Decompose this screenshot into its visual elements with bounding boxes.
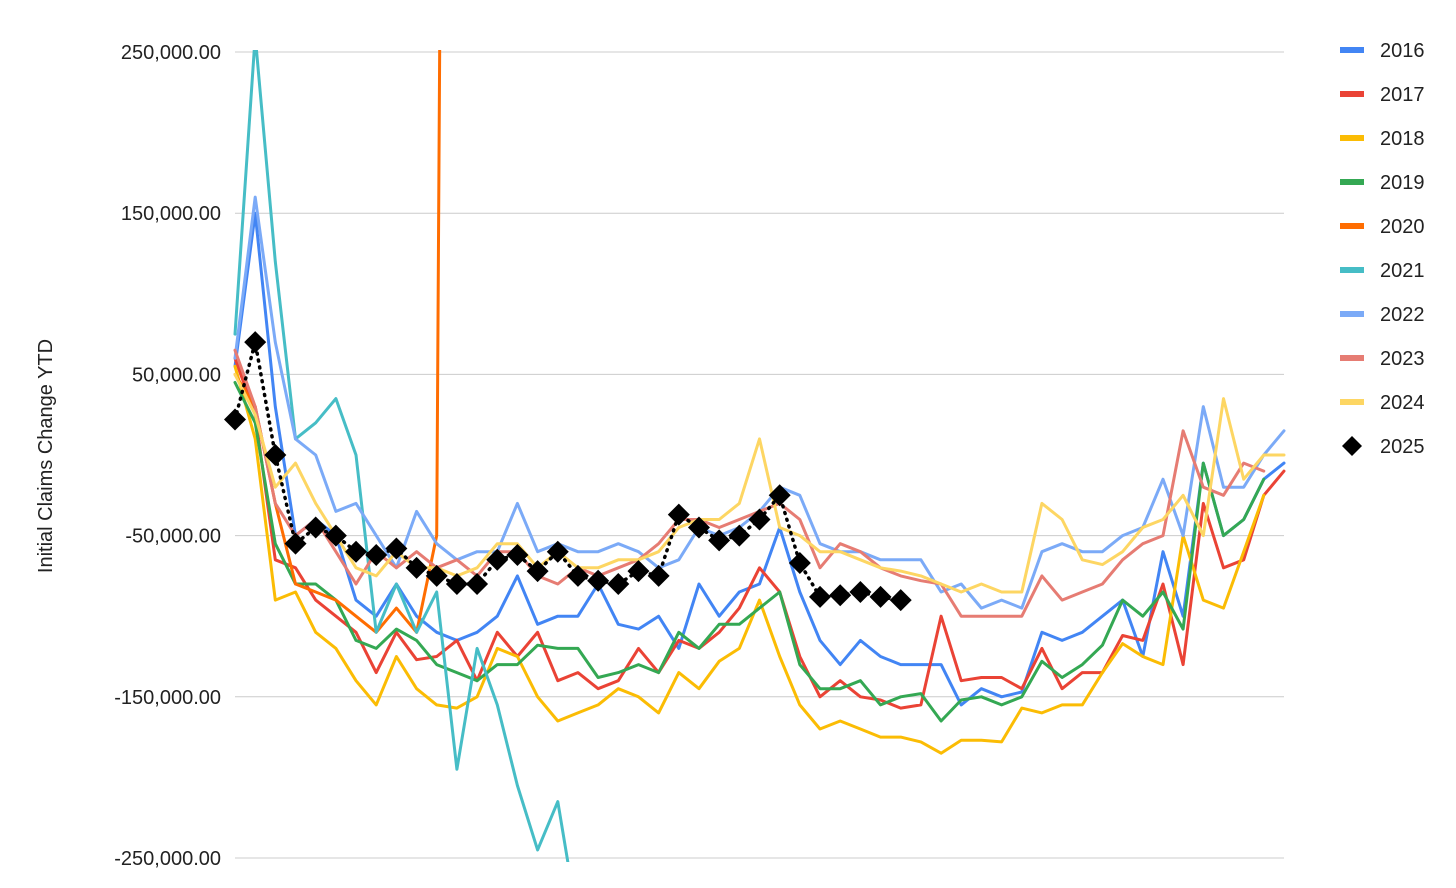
data-point-2025 [466, 572, 489, 595]
y-tick-label: -150,000.00 [114, 687, 221, 709]
data-point-2025 [687, 516, 710, 539]
data-point-2025 [324, 524, 347, 547]
data-point-2025 [869, 585, 892, 608]
data-point-2025 [829, 584, 852, 607]
data-point-2025 [385, 537, 408, 560]
data-point-2025 [849, 581, 872, 604]
series-line-2016 [233, 211, 1286, 707]
legend-label-2016: 2016 [1380, 40, 1425, 62]
data-point-2025 [768, 484, 791, 507]
legend-label-2018: 2018 [1380, 128, 1425, 150]
series-line-2017 [233, 356, 1286, 710]
series-line-2023 [233, 348, 1266, 618]
legend-label-2019: 2019 [1380, 172, 1425, 194]
data-point-2025 [748, 508, 771, 531]
data-point-2025 [607, 572, 630, 595]
legend-swatch-2021 [1340, 267, 1364, 273]
legend-label-2024: 2024 [1380, 392, 1425, 414]
legend-swatch-2022 [1340, 311, 1364, 317]
data-point-2025 [566, 564, 589, 587]
data-point-2025 [667, 503, 690, 526]
data-point-2025 [546, 540, 569, 563]
data-point-2025 [587, 569, 610, 592]
series-markers [224, 331, 912, 612]
data-point-2025 [889, 589, 912, 612]
series-line-2018 [233, 364, 1266, 755]
y-tick-label: -250,000.00 [114, 848, 221, 870]
data-point-2025 [486, 548, 509, 571]
data-point-2025 [445, 572, 468, 595]
series-line-2021 [233, 50, 570, 862]
legend-label-2025: 2025 [1380, 436, 1425, 458]
legend-label-2021: 2021 [1380, 260, 1425, 282]
legend: 2016 2017 2018 2019 2020 2021 2022 2023 2024 2025 [1340, 40, 1425, 458]
y-tick-label: 150,000.00 [121, 203, 221, 225]
data-point-2025 [264, 444, 287, 466]
legend-swatch-2018 [1340, 135, 1364, 141]
data-point-2025 [728, 524, 751, 547]
legend-swatch-2019 [1340, 179, 1364, 185]
data-point-2025 [425, 564, 448, 587]
data-point-2025 [224, 408, 246, 431]
data-point-2025 [506, 543, 529, 566]
y-tick-label: 250,000.00 [121, 42, 221, 64]
series-lines [233, 50, 1286, 862]
y-tick-label: -50,000.00 [125, 526, 221, 548]
legend-marker-2025 [1342, 436, 1362, 456]
legend-swatch-2017 [1340, 91, 1364, 97]
legend-label-2020: 2020 [1380, 216, 1425, 238]
y-tick-label: 50,000.00 [132, 364, 221, 386]
data-point-2025 [627, 560, 650, 583]
legend-swatch-2023 [1340, 355, 1364, 361]
series-line-2019 [233, 381, 1266, 723]
data-point-2025 [284, 532, 307, 555]
data-point-2025 [244, 331, 267, 354]
data-point-2025 [647, 564, 670, 587]
data-point-2025 [788, 552, 811, 575]
data-point-2025 [405, 556, 428, 579]
legend-label-2017: 2017 [1380, 84, 1425, 106]
data-point-2025 [809, 585, 832, 608]
data-point-2025 [708, 529, 731, 552]
legend-label-2022: 2022 [1380, 304, 1425, 326]
legend-swatch-2024 [1340, 399, 1364, 405]
legend-swatch-2020 [1340, 223, 1364, 229]
data-point-2025 [345, 540, 368, 563]
y-axis-tick-labels: 250,000.00 150,000.00 50,000.00 -50,000.00 -… [114, 42, 221, 870]
legend-swatch-2016 [1340, 47, 1364, 53]
data-point-2025 [365, 543, 388, 566]
data-point-2025 [304, 516, 327, 539]
data-point-2025 [526, 560, 549, 583]
legend-label-2023: 2023 [1380, 348, 1425, 370]
gridlines [235, 51, 1284, 859]
y-axis-title: Initial Claims Change YTD [35, 339, 57, 573]
